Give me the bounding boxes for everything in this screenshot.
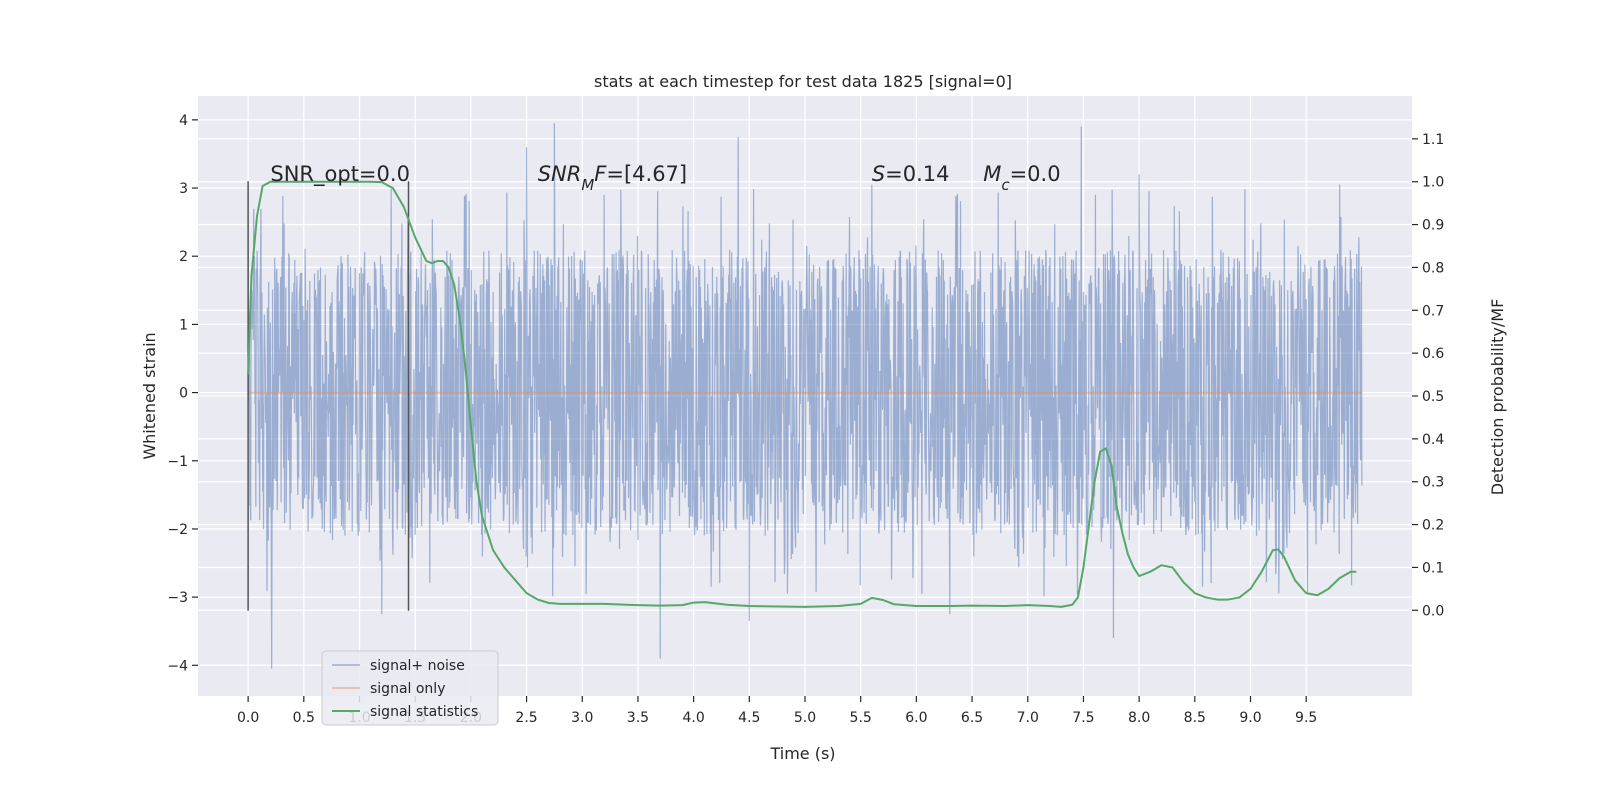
y2-tick-label: 0.7 (1422, 303, 1444, 319)
annotation-part: =0.14 (885, 162, 949, 186)
x-tick-label: 9.5 (1295, 710, 1317, 726)
y-tick-label: −4 (167, 658, 188, 674)
chart-title: stats at each timestep for test data 182… (594, 72, 1012, 91)
x-axis-title: Time (s) (769, 744, 835, 763)
y-tick-label: 2 (179, 249, 188, 265)
y2-tick-label: 0.2 (1422, 518, 1444, 534)
noise-trace (247, 123, 1363, 669)
x-tick-label: 6.0 (905, 710, 927, 726)
x-tick-label: 4.0 (682, 710, 704, 726)
annotation: SNRMF=[4.67] (538, 162, 687, 194)
annotation: SNR_opt=0.0 (270, 162, 410, 187)
annotations: SNR_opt=0.0 SNRMF=[4.67] S=0.14 Mc=0.0 (270, 162, 1060, 194)
plot-area: SNR_opt=0.0 SNRMF=[4.67] S=0.14 Mc=0.0 (198, 96, 1412, 696)
annotation-part: F (594, 162, 607, 186)
x-tick-label: 7.0 (1017, 710, 1039, 726)
x-tick-label: 9.0 (1239, 710, 1261, 726)
y-axis-left: −4 −3 −2 −1 0 1 2 3 4 (167, 113, 198, 674)
y2-tick-label: 1.0 (1422, 175, 1444, 191)
y2-tick-label: 0.4 (1422, 432, 1444, 448)
x-tick-label: 6.5 (961, 710, 983, 726)
annotation-part: SNR (538, 162, 582, 186)
x-tick-label: 5.0 (794, 710, 816, 726)
annotation-part: S (872, 162, 885, 186)
legend-box (321, 650, 499, 726)
annotation-part: M (983, 162, 1001, 186)
x-tick-label: 0.5 (293, 710, 315, 726)
y-tick-label: 1 (179, 317, 188, 333)
y-tick-label: −3 (167, 590, 188, 606)
legend-label: signal statistics (370, 704, 478, 720)
y-axis-title: Whitened strain (140, 332, 159, 459)
y2-axis-title: Detection probability/MF (1488, 299, 1507, 496)
annotation-part: c (1001, 176, 1010, 194)
x-tick-label: 3.0 (571, 710, 593, 726)
y2-tick-label: 0.9 (1422, 218, 1444, 234)
x-tick-label: 7.5 (1072, 710, 1094, 726)
annotation-part: SNR_opt=0.0 (270, 162, 410, 187)
y-axis-right: 0.0 0.1 0.2 0.3 0.4 0.5 0.6 0.7 0.8 0.9 1.0 1.1 (1412, 132, 1444, 619)
x-tick-label: 0.0 (237, 710, 259, 726)
vertical-lines (247, 181, 410, 611)
annotation: Mc=0.0 (983, 162, 1060, 194)
x-tick-label: 4.5 (738, 710, 760, 726)
annotation-part: =0.0 (1010, 162, 1061, 186)
y2-tick-label: 0.8 (1422, 260, 1444, 276)
annotation-part: =[4.67] (606, 162, 687, 186)
legend-label: signal only (370, 681, 445, 697)
signal-statistics-line (247, 180, 1357, 608)
x-tick-label: 8.0 (1128, 710, 1150, 726)
y2-tick-label: 1.1 (1422, 132, 1444, 148)
series-signal-statistics (247, 180, 1357, 608)
legend: signal+ noise signal only signal statistic… (321, 650, 499, 726)
y2-tick-label: 0.6 (1422, 346, 1444, 362)
series-signal-noise (247, 123, 1363, 669)
x-tick-label: 8.5 (1184, 710, 1206, 726)
legend-label: signal+ noise (370, 658, 465, 674)
y-tick-label: 4 (179, 113, 188, 129)
y2-tick-label: 0.0 (1422, 603, 1444, 619)
y-tick-label: 3 (179, 181, 188, 197)
x-tick-label: 5.5 (850, 710, 872, 726)
y2-tick-label: 0.5 (1422, 389, 1444, 405)
y-tick-label: −2 (167, 522, 188, 538)
x-tick-label: 3.5 (627, 710, 649, 726)
y-tick-label: 0 (179, 386, 188, 402)
y-tick-label: −1 (167, 454, 188, 470)
annotation-part: M (581, 176, 594, 194)
y2-tick-label: 0.1 (1422, 560, 1444, 576)
y2-tick-label: 0.3 (1422, 475, 1444, 491)
x-tick-label: 2.5 (515, 710, 537, 726)
annotation: S=0.14 (872, 162, 950, 186)
